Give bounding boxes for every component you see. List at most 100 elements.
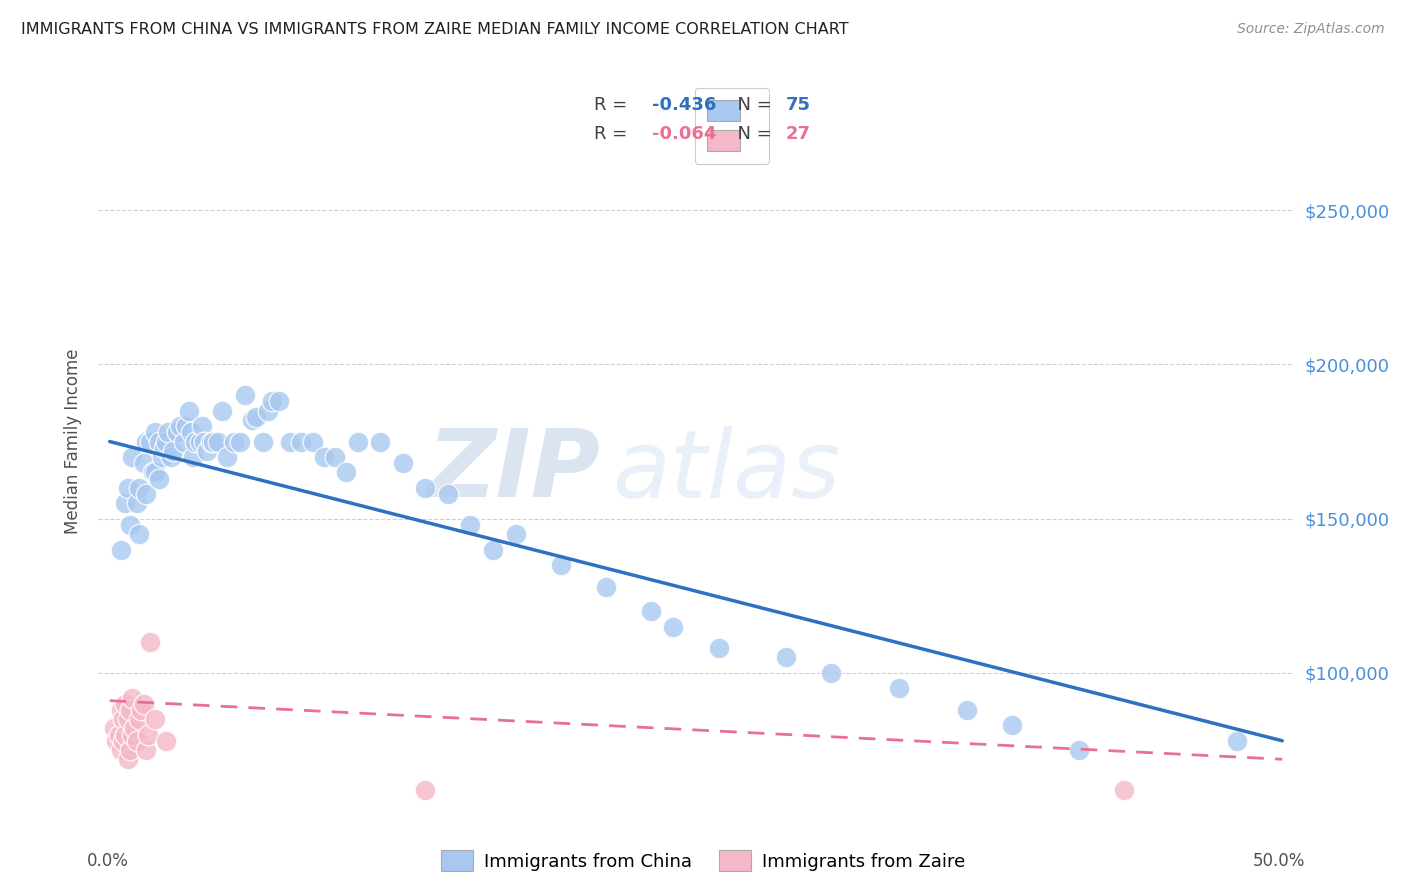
Point [301,434,323,449]
Point [707,641,730,656]
Text: IMMIGRANTS FROM CHINA VS IMMIGRANTS FROM ZAIRE MEDIAN FAMILY INCOME CORRELATION : IMMIGRANTS FROM CHINA VS IMMIGRANTS FROM… [21,22,849,37]
Point [117,752,139,766]
Text: 50.0%: 50.0% [1253,853,1306,871]
Point [128,481,150,495]
Point [252,434,274,449]
Point [415,783,437,797]
Text: 0.0%: 0.0% [87,853,128,871]
Point [132,697,155,711]
Point [240,413,263,427]
Point [135,434,157,449]
Point [550,558,572,572]
Point [207,434,229,449]
Point [346,434,368,449]
Point [159,450,181,464]
Point [103,722,125,736]
Point [887,681,910,696]
Text: -0.064: -0.064 [652,125,716,144]
Point [1114,783,1136,797]
Point [595,580,617,594]
Point [1226,733,1249,747]
Point [200,434,222,449]
Point [173,434,195,449]
Point [392,456,415,470]
Point [114,496,136,510]
Point [233,388,256,402]
Point [290,434,312,449]
Point [191,419,214,434]
Point [148,471,170,485]
Point [143,466,166,480]
Point [157,425,180,440]
Point [505,527,527,541]
Point [112,733,135,747]
Point [121,728,143,742]
Point [1001,718,1024,732]
Point [153,441,176,455]
Text: ZIP: ZIP [427,425,600,517]
Point [121,690,143,705]
Text: N =: N = [725,125,778,144]
Point [162,443,184,458]
Text: Source: ZipAtlas.com: Source: ZipAtlas.com [1237,22,1385,37]
Point [117,481,139,495]
Point [117,712,139,726]
Point [110,542,132,557]
Point [437,487,460,501]
Point [105,733,128,747]
Point [118,517,141,532]
Point [136,728,159,742]
Point [166,425,188,440]
Point [107,728,129,742]
Point [415,481,437,495]
Point [215,450,238,464]
Point [460,517,482,532]
Text: R =: R = [595,95,633,113]
Point [139,635,162,649]
Point [135,487,157,501]
Point [260,394,283,409]
Point [128,712,150,726]
Point [132,456,155,470]
Point [143,712,166,726]
Point [169,419,191,434]
Point [114,728,136,742]
Text: R =: R = [595,125,633,144]
Point [211,403,233,417]
Point [110,703,132,717]
Point [121,450,143,464]
Text: 75: 75 [786,95,811,113]
Point [139,434,162,449]
Point [155,434,177,449]
Point [141,466,163,480]
Point [335,466,357,480]
Point [125,496,148,510]
Point [155,733,177,747]
Point [195,443,218,458]
Point [245,409,267,424]
Point [112,712,135,726]
Point [143,425,166,440]
Point [184,434,207,449]
Point [118,743,141,757]
Text: atlas: atlas [613,425,841,516]
Y-axis label: Median Family Income: Median Family Income [65,349,83,534]
Point [775,650,797,665]
Point [135,743,157,757]
Point [129,703,152,717]
Point [368,434,391,449]
Point [256,403,278,417]
Point [323,450,346,464]
Point [229,434,252,449]
Point [640,604,662,618]
Text: 27: 27 [786,125,811,144]
Point [955,703,977,717]
Legend: Immigrants from China, Immigrants from Zaire: Immigrants from China, Immigrants from Z… [433,843,973,879]
Text: -0.436: -0.436 [652,95,716,113]
Point [181,450,204,464]
Point [128,527,150,541]
Point [278,434,301,449]
Point [124,722,146,736]
Point [118,703,141,717]
Point [177,403,200,417]
